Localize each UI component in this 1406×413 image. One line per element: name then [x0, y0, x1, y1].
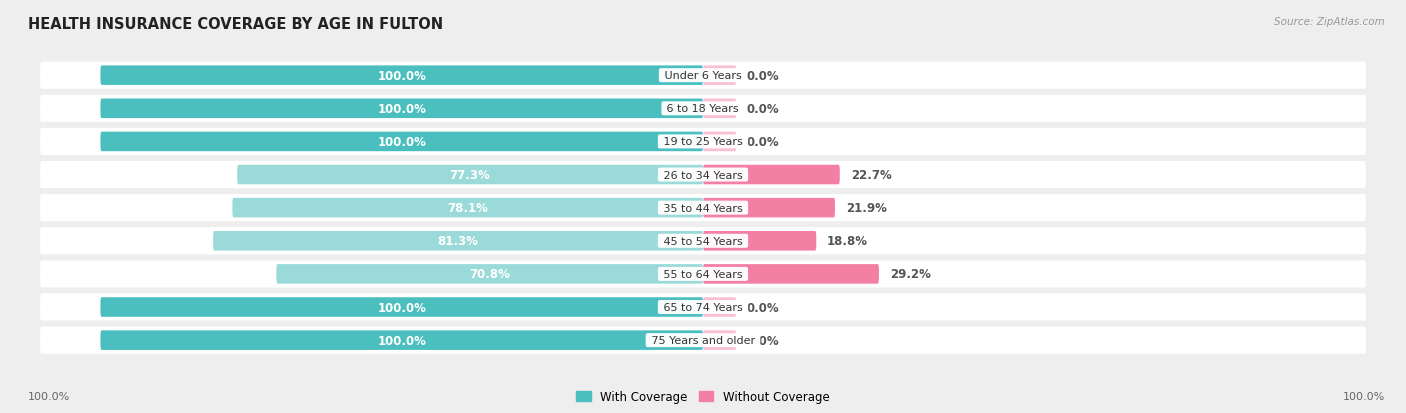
FancyBboxPatch shape — [41, 161, 1365, 189]
FancyBboxPatch shape — [100, 66, 703, 86]
Text: 70.8%: 70.8% — [470, 268, 510, 281]
Text: 100.0%: 100.0% — [1343, 391, 1385, 401]
Text: 0.0%: 0.0% — [747, 301, 779, 314]
FancyBboxPatch shape — [100, 99, 703, 119]
Text: 77.3%: 77.3% — [450, 169, 491, 182]
Text: Source: ZipAtlas.com: Source: ZipAtlas.com — [1274, 17, 1385, 26]
Text: 18.8%: 18.8% — [827, 235, 868, 248]
FancyBboxPatch shape — [41, 294, 1365, 321]
FancyBboxPatch shape — [100, 132, 703, 152]
FancyBboxPatch shape — [41, 261, 1365, 288]
Text: HEALTH INSURANCE COVERAGE BY AGE IN FULTON: HEALTH INSURANCE COVERAGE BY AGE IN FULT… — [28, 17, 443, 31]
FancyBboxPatch shape — [100, 330, 703, 350]
Text: 100.0%: 100.0% — [377, 135, 426, 149]
Text: 22.7%: 22.7% — [851, 169, 891, 182]
Text: 19 to 25 Years: 19 to 25 Years — [659, 137, 747, 147]
Text: 21.9%: 21.9% — [846, 202, 887, 215]
Text: 100.0%: 100.0% — [377, 334, 426, 347]
FancyBboxPatch shape — [100, 297, 703, 317]
FancyBboxPatch shape — [703, 231, 817, 251]
FancyBboxPatch shape — [41, 228, 1365, 255]
Text: 65 to 74 Years: 65 to 74 Years — [659, 302, 747, 312]
FancyBboxPatch shape — [41, 195, 1365, 222]
Text: Under 6 Years: Under 6 Years — [661, 71, 745, 81]
Text: 6 to 18 Years: 6 to 18 Years — [664, 104, 742, 114]
Text: 0.0%: 0.0% — [747, 69, 779, 83]
Text: 0.0%: 0.0% — [747, 334, 779, 347]
Text: 75 Years and older: 75 Years and older — [648, 335, 758, 345]
FancyBboxPatch shape — [703, 66, 737, 86]
FancyBboxPatch shape — [232, 198, 703, 218]
Text: 100.0%: 100.0% — [377, 69, 426, 83]
FancyBboxPatch shape — [41, 62, 1365, 90]
Text: 100.0%: 100.0% — [377, 102, 426, 116]
Text: 35 to 44 Years: 35 to 44 Years — [659, 203, 747, 213]
Text: 100.0%: 100.0% — [377, 301, 426, 314]
FancyBboxPatch shape — [41, 95, 1365, 123]
Text: 81.3%: 81.3% — [437, 235, 478, 248]
FancyBboxPatch shape — [41, 128, 1365, 156]
Legend: With Coverage, Without Coverage: With Coverage, Without Coverage — [572, 385, 834, 408]
Text: 55 to 64 Years: 55 to 64 Years — [659, 269, 747, 279]
FancyBboxPatch shape — [703, 132, 737, 152]
Text: 0.0%: 0.0% — [747, 102, 779, 116]
Text: 0.0%: 0.0% — [747, 135, 779, 149]
FancyBboxPatch shape — [41, 327, 1365, 354]
FancyBboxPatch shape — [277, 264, 703, 284]
FancyBboxPatch shape — [703, 297, 737, 317]
Text: 29.2%: 29.2% — [890, 268, 931, 281]
Text: 45 to 54 Years: 45 to 54 Years — [659, 236, 747, 246]
FancyBboxPatch shape — [703, 165, 839, 185]
FancyBboxPatch shape — [703, 330, 737, 350]
FancyBboxPatch shape — [238, 165, 703, 185]
FancyBboxPatch shape — [703, 198, 835, 218]
FancyBboxPatch shape — [703, 99, 737, 119]
Text: 26 to 34 Years: 26 to 34 Years — [659, 170, 747, 180]
FancyBboxPatch shape — [703, 264, 879, 284]
FancyBboxPatch shape — [214, 231, 703, 251]
Text: 78.1%: 78.1% — [447, 202, 488, 215]
Text: 100.0%: 100.0% — [28, 391, 70, 401]
